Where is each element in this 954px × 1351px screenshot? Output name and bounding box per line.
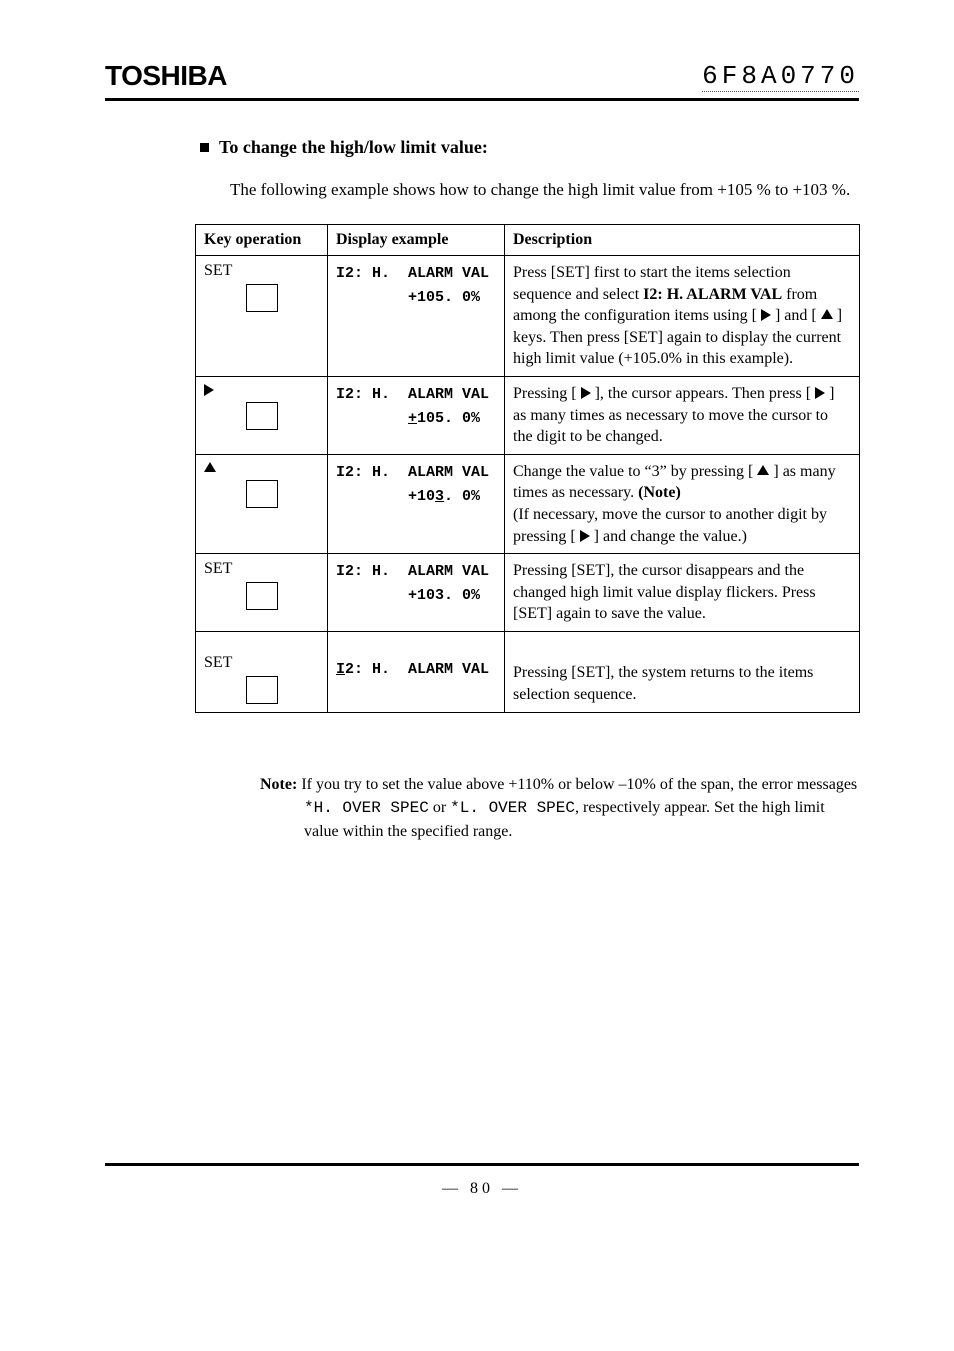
intro-text: The following example shows how to chang…: [230, 180, 859, 200]
display-line: +105. 0%: [336, 289, 480, 306]
key-label: SET: [204, 654, 319, 672]
key-box-icon: [246, 402, 278, 430]
key-box-icon: [246, 582, 278, 610]
document-code: 6F8A0770: [702, 61, 859, 92]
display-cursor: 3: [435, 488, 444, 505]
desc-text: Change the value to “3” by pressing [: [513, 463, 757, 480]
table-row: I2: H. ALARM VAL +103. 0% Change the val…: [196, 454, 860, 553]
desc-text: ] and [: [771, 307, 821, 324]
key-operation-cell: [196, 454, 328, 553]
section-heading: To change the high/low limit value:: [200, 137, 859, 158]
brand-logo: TOSHIBA: [105, 60, 227, 92]
table-row: SET I2: H. ALARM VAL +105. 0% Press [SET…: [196, 256, 860, 377]
display-cell: I2: H. ALARM VAL: [328, 631, 505, 712]
desc-text: ] and change the value.): [590, 528, 747, 545]
footer-rule: [105, 1163, 859, 1166]
display-line: I2: H. ALARM VAL: [336, 563, 489, 580]
display-line: +103. 0%: [336, 587, 480, 604]
right-arrow-icon: [580, 530, 590, 542]
description-cell: Pressing [ ], the cursor appears. Then p…: [505, 376, 860, 454]
description-cell: Change the value to “3” by pressing [ ] …: [505, 454, 860, 553]
desc-text: ], the cursor appears. Then press [: [591, 385, 816, 402]
section-title: To change the high/low limit value:: [219, 137, 488, 158]
right-arrow-icon: [204, 383, 319, 399]
right-arrow-icon: [581, 387, 591, 399]
display-line: I2: H. ALARM VAL: [336, 464, 489, 481]
display-line: I2: H. ALARM VAL: [336, 265, 489, 282]
display-cursor: I: [336, 661, 345, 678]
up-arrow-icon: [757, 465, 769, 475]
display-line: [336, 410, 408, 427]
col-header-desc: Description: [505, 225, 860, 256]
desc-text: Pressing [: [513, 385, 581, 402]
key-box-icon: [246, 480, 278, 508]
note-code: *L. OVER SPEC: [450, 799, 575, 817]
display-cell: I2: H. ALARM VAL +103. 0%: [328, 454, 505, 553]
up-arrow-icon: [204, 461, 319, 477]
key-operation-cell: SET: [196, 554, 328, 632]
display-line: +10: [336, 488, 435, 505]
display-cursor: +: [408, 410, 417, 427]
col-header-display: Display example: [328, 225, 505, 256]
note-label: Note:: [260, 776, 297, 793]
display-cell: I2: H. ALARM VAL +103. 0%: [328, 554, 505, 632]
description-cell: Pressing [SET], the cursor disappears an…: [505, 554, 860, 632]
note-text: If you try to set the value above +110% …: [297, 776, 857, 793]
page: TOSHIBA 6F8A0770 To change the high/low …: [0, 0, 954, 1238]
table-header-row: Key operation Display example Descriptio…: [196, 225, 860, 256]
note-block: Note: If you try to set the value above …: [260, 773, 859, 844]
table-row: SET I2: H. ALARM VAL +103. 0% Pressing […: [196, 554, 860, 632]
key-operation-cell: SET: [196, 631, 328, 712]
display-cell: I2: H. ALARM VAL +105. 0%: [328, 376, 505, 454]
desc-bold: I2: H. ALARM VAL: [643, 286, 782, 303]
table-row: I2: H. ALARM VAL +105. 0% Pressing [ ], …: [196, 376, 860, 454]
display-line: . 0%: [444, 488, 480, 505]
header: TOSHIBA 6F8A0770: [105, 60, 859, 101]
key-operation-cell: SET: [196, 256, 328, 377]
up-arrow-icon: [821, 309, 833, 319]
right-arrow-icon: [815, 387, 825, 399]
key-operation-cell: [196, 376, 328, 454]
desc-note-ref: (Note): [638, 484, 681, 501]
note-code: *H. OVER SPEC: [304, 799, 429, 817]
table-row: SET I2: H. ALARM VAL Pressing [SET], the…: [196, 631, 860, 712]
key-label: SET: [204, 262, 319, 280]
description-cell: Pressing [SET], the system returns to th…: [505, 631, 860, 712]
right-arrow-icon: [761, 309, 771, 321]
procedure-table: Key operation Display example Descriptio…: [195, 224, 860, 713]
display-cell: I2: H. ALARM VAL +105. 0%: [328, 256, 505, 377]
page-number: — 80 —: [105, 1180, 859, 1198]
col-header-key: Key operation: [196, 225, 328, 256]
bullet-icon: [200, 143, 209, 152]
key-label: SET: [204, 560, 319, 578]
display-line: 105. 0%: [417, 410, 480, 427]
display-line: I2: H. ALARM VAL: [336, 386, 489, 403]
key-box-icon: [246, 284, 278, 312]
display-line: 2: H. ALARM VAL: [345, 661, 489, 678]
note-text: or: [429, 799, 450, 816]
key-box-icon: [246, 676, 278, 704]
description-cell: Press [SET] first to start the items sel…: [505, 256, 860, 377]
